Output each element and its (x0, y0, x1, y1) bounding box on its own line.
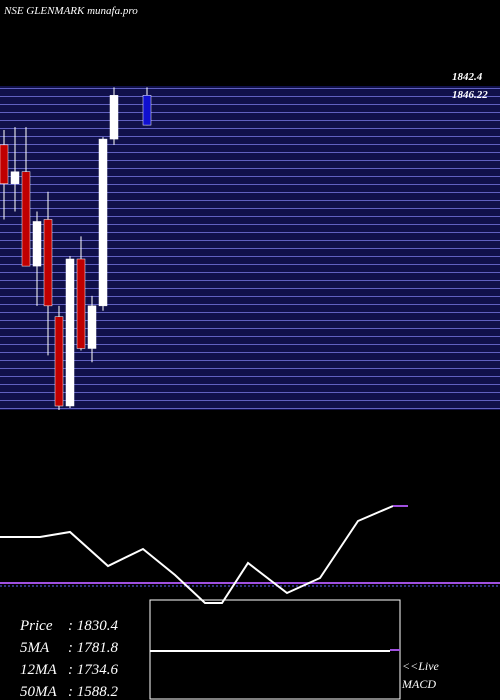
candle-body (10, 171, 20, 184)
candle-body (43, 219, 53, 307)
info-label: 12MA (20, 662, 57, 678)
info-value: : 1734.6 (68, 662, 118, 678)
candle-body (109, 95, 119, 140)
candle-body (54, 316, 64, 407)
info-label: 50MA (20, 684, 57, 700)
info-value: : 1781.8 (68, 640, 118, 656)
info-value: : 1830.4 (68, 618, 118, 634)
candle-body (65, 258, 75, 407)
live-text: <<Live (402, 659, 440, 673)
candle-body (32, 221, 42, 267)
candle-body (0, 144, 9, 184)
candle-body (98, 138, 108, 307)
price-label: 1842.4 (452, 71, 483, 83)
info-label: Price (19, 618, 53, 634)
candle-body (142, 95, 152, 126)
candle-body (87, 305, 97, 349)
live-text: MACD (401, 677, 436, 691)
info-label: 5MA (20, 640, 50, 656)
price-panel (0, 86, 500, 410)
indicator-line (0, 505, 394, 604)
candle-body (21, 171, 31, 267)
info-value: : 1588.2 (68, 684, 118, 700)
candle-body (76, 258, 86, 349)
price-label: 1846.22 (452, 89, 488, 101)
info-box (149, 599, 401, 700)
chart-title: NSE GLENMARK munafa.pro (3, 5, 138, 17)
